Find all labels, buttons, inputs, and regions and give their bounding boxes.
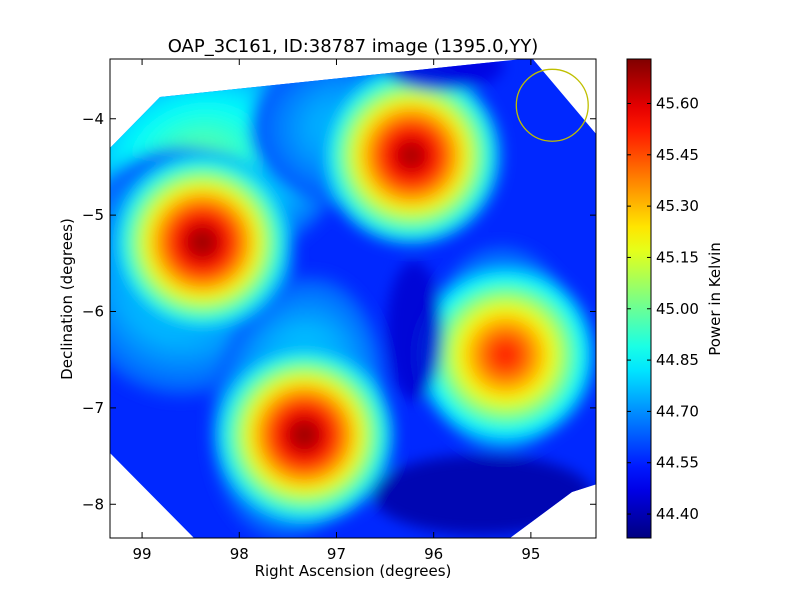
low-region: [372, 454, 593, 535]
low-region: [386, 260, 443, 401]
colorbar-tick-label: 45.45: [656, 146, 699, 164]
x-axis: 99 98 97 96 95: [133, 59, 540, 563]
x-axis-label: Right Ascension (degrees): [255, 562, 452, 580]
colorbar: 44.40 44.55 44.70 44.85 45.00 45.15 45.30 45.45…: [626, 58, 699, 539]
colorbar-tick-label: 44.40: [656, 505, 699, 523]
source-1: [110, 147, 298, 338]
colorbar-tick-label: 44.85: [656, 351, 699, 369]
heatmap-image: [110, 59, 596, 538]
y-tick-label: −6: [82, 303, 104, 321]
beam-circle: [515, 68, 589, 142]
colorbar-tick-label: 45.00: [656, 300, 699, 318]
y-axis-label: Declination (degrees): [58, 218, 76, 380]
colorbar-tick-label: 45.60: [656, 94, 699, 112]
colorbar-tick-label: 45.30: [656, 197, 699, 215]
y-tick-label: −4: [82, 110, 104, 128]
colorbar-tick-label: 44.55: [656, 454, 699, 472]
colorbar-label: Power in Kelvin: [706, 242, 724, 356]
colorbar-tick-label: 44.70: [656, 402, 699, 420]
x-tick-label: 97: [327, 545, 346, 563]
colorbar-ticks: 44.40 44.55 44.70 44.85 45.00 45.15 45.30 45.45…: [627, 94, 699, 523]
source-3: [316, 60, 507, 251]
y-tick-label: −8: [82, 495, 104, 513]
x-tick-label: 98: [230, 545, 249, 563]
colorbar-gradient: [626, 58, 652, 539]
x-tick-label: 95: [521, 545, 540, 563]
y-tick-label: −5: [82, 206, 104, 224]
plot-frame: [109, 58, 597, 539]
y-tick-label: −7: [82, 399, 104, 417]
x-tick-label: 99: [133, 545, 152, 563]
source-4: [410, 259, 596, 450]
colorbar-tick-label: 45.15: [656, 248, 699, 266]
source-2: [209, 339, 400, 530]
x-tick-label: 96: [424, 545, 443, 563]
y-axis: −4 −5 −6 −7 −8: [82, 110, 596, 513]
chart-title: OAP_3C161, ID:38787 image (1395.0,YY): [168, 36, 539, 57]
